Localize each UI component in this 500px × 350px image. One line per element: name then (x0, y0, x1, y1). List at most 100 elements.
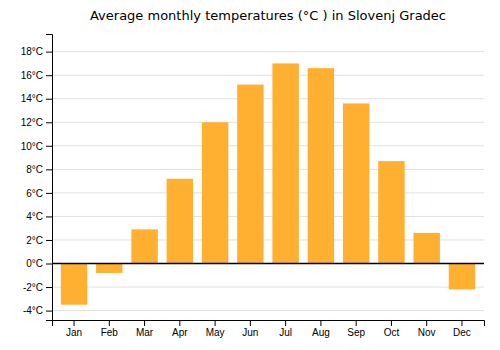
y-tick: 12°C (21, 117, 52, 128)
y-tick: -2°C (23, 282, 52, 293)
x-tick: Jul (279, 320, 292, 338)
x-tick-mark (74, 320, 75, 326)
x-tick: Nov (418, 320, 436, 338)
y-tick-label: 18°C (21, 46, 43, 57)
grid-line (52, 98, 484, 99)
y-tick-mark (46, 122, 52, 123)
y-tick-mark (46, 99, 52, 100)
y-tick-mark (46, 52, 52, 53)
x-tick: Oct (384, 320, 400, 338)
x-tick-mark (461, 320, 462, 326)
grid-line (52, 263, 484, 264)
grid-line (52, 216, 484, 217)
x-tick: Feb (101, 320, 119, 338)
grid-line (52, 51, 484, 52)
x-tick-label: May (206, 327, 225, 338)
zero-line (52, 263, 484, 265)
grid-line (52, 310, 484, 311)
x-tick: Jan (66, 320, 82, 338)
x-tick-label: Nov (418, 327, 436, 338)
bar (131, 229, 157, 263)
x-tick-label: Jul (279, 327, 292, 338)
x-tick-mark (391, 320, 392, 326)
x-tick: May (206, 320, 225, 338)
y-tick-label: 16°C (21, 70, 43, 81)
x-tick-label: Mar (136, 327, 154, 338)
y-tick-mark (46, 311, 52, 312)
y-tick: 4°C (26, 211, 52, 222)
x-tick-label: Dec (453, 327, 471, 338)
x-tick-label: Feb (101, 327, 119, 338)
x-tick-label: Oct (384, 327, 400, 338)
x-axis: Jan Feb Mar Apr May Jun Jul Aug Sep Oct Nov Dec (53, 320, 485, 338)
y-tick-label: 8°C (26, 164, 43, 175)
plot: -4°C -2°C 0°C 2°C 4°C 6°C 8°C 10°C 12°C 14°C 16°C 1… (21, 35, 485, 339)
x-axis-line (53, 321, 485, 327)
bar (272, 63, 298, 263)
grid-line (52, 145, 484, 146)
y-tick: 16°C (21, 70, 52, 81)
y-tick-label: 4°C (26, 211, 43, 222)
bars (52, 63, 484, 304)
grid-line (52, 169, 484, 170)
title: Average monthly temperatures (°C ) in Sl… (90, 8, 446, 23)
y-tick-mark (46, 216, 52, 217)
y-tick-label: 10°C (21, 141, 43, 152)
bar (413, 233, 439, 264)
x-tick-mark (179, 320, 180, 326)
y-tick: 18°C (21, 46, 52, 57)
bar (378, 161, 404, 263)
x-tick: Apr (172, 320, 188, 338)
y-tick: 2°C (26, 235, 52, 246)
bar (237, 85, 263, 264)
x-tick-label: Aug (312, 327, 330, 338)
x-tick-mark (356, 320, 357, 326)
y-tick-label: 12°C (21, 117, 43, 128)
y-tick-mark (46, 264, 52, 265)
x-tick-label: Jan (66, 327, 82, 338)
bar (96, 264, 122, 273)
y-tick: 10°C (21, 141, 52, 152)
x-tick-mark (285, 320, 286, 326)
grid-line (52, 192, 484, 193)
bar (343, 103, 369, 263)
y-tick-label: 2°C (26, 235, 43, 246)
bar (202, 122, 228, 263)
x-tick-label: Apr (172, 327, 188, 338)
y-tick-label: 14°C (21, 93, 43, 104)
y-axis: -4°C -2°C 0°C 2°C 4°C 6°C 8°C 10°C 12°C 14°C 16°C 1… (21, 35, 53, 321)
y-tick-mark (46, 75, 52, 76)
y-axis-line (46, 35, 53, 321)
x-tick-mark (320, 320, 321, 326)
x-tick: Jun (242, 320, 258, 338)
grid-line (52, 122, 484, 123)
y-tick-mark (46, 287, 52, 288)
x-tick-mark (144, 320, 145, 326)
y-tick-mark (46, 146, 52, 147)
x-tick-label: Jun (242, 327, 258, 338)
bar (308, 68, 334, 263)
bar (167, 179, 193, 264)
bar (449, 264, 475, 290)
x-tick: Mar (136, 320, 154, 338)
y-tick: 0°C (26, 258, 52, 269)
y-tick: 8°C (26, 164, 52, 175)
y-tick-mark (46, 169, 52, 170)
y-tick-label: -4°C (23, 305, 43, 316)
y-tick: 6°C (26, 188, 52, 199)
x-tick-mark (215, 320, 216, 326)
y-tick-mark (46, 240, 52, 241)
x-tick-mark (109, 320, 110, 326)
y-tick-label: -2°C (23, 282, 43, 293)
y-tick-label: 0°C (26, 258, 43, 269)
x-tick-mark (426, 320, 427, 326)
y-tick-mark (46, 193, 52, 194)
x-tick-label: Sep (347, 327, 365, 338)
chart: -4°C -2°C 0°C 2°C 4°C 6°C 8°C 10°C 12°C 14°C 16°C 1… (0, 0, 500, 350)
y-tick-label: 6°C (26, 188, 43, 199)
y-tick: -4°C (23, 305, 52, 316)
grid-line (52, 287, 484, 288)
x-tick: Aug (312, 320, 330, 338)
x-tick: Dec (453, 320, 471, 338)
y-tick: 14°C (21, 93, 52, 104)
